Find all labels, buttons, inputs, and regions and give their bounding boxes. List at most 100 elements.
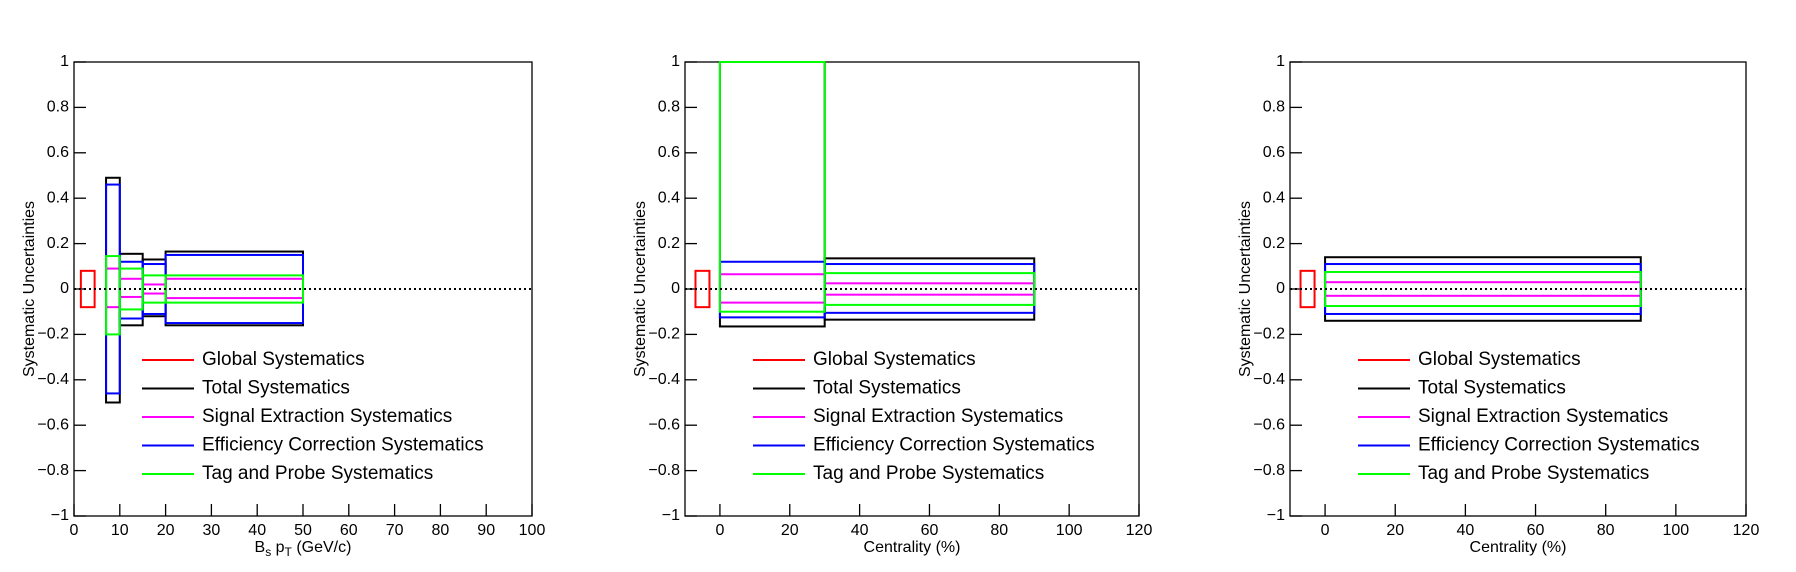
x-tick-label: 100 [1056,522,1083,539]
y-tick-label: 1 [671,53,680,70]
y-tick-label: 0.6 [47,144,69,161]
x-tick-label: 60 [1527,522,1545,539]
y-tick-label: 0.8 [47,99,69,116]
y-tick-label: 0.2 [47,235,69,252]
uncertainty-box [718,61,826,313]
y-tick-label: 0.8 [658,99,680,116]
y-tick-label: 0 [60,280,69,297]
y-tick-label: −0.4 [648,371,680,388]
y-tick-label: −0.6 [37,416,69,433]
legend-label: Tag and Probe Systematics [813,463,1044,484]
x-tick-label: 120 [1733,522,1760,539]
x-tick-label: 0 [1321,522,1330,539]
y-tick-label: −0.2 [37,326,69,343]
y-tick-label: −0.6 [648,416,680,433]
x-tick-label: 20 [157,522,175,539]
legend-label: Global Systematics [1418,349,1581,370]
y-tick-label: 0.4 [658,189,680,206]
x-axis-label-part: p [271,539,284,556]
y-tick-label: −0.2 [648,326,680,343]
legend-label: Efficiency Correction Systematics [1418,435,1700,456]
uncertainty-box [105,183,121,395]
legend-label: Global Systematics [813,349,976,370]
x-axis-label-part: T [285,545,293,559]
x-tick-label: 100 [519,522,546,539]
y-axis-label: Systematic Uncertainties [632,201,649,377]
legend-label: Total Systematics [813,378,961,399]
x-tick-label: 80 [990,522,1008,539]
legend-label: Tag and Probe Systematics [1418,463,1649,484]
legend-label: Efficiency Correction Systematics [202,435,484,456]
y-tick-label: −0.6 [1253,416,1285,433]
y-tick-label: 0 [1276,280,1285,297]
legend-label: Total Systematics [1418,378,1566,399]
y-axis-label: Systematic Uncertainties [21,201,38,377]
uncertainty-box [1324,256,1642,322]
uncertainty-box [141,258,167,318]
x-tick-label: 50 [294,522,312,539]
uncertainty-box [823,272,1036,306]
y-tick-label: 0.2 [658,235,680,252]
x-axis-label: Centrality (%) [864,539,961,556]
x-axis-label: Bs pT (GeV/c) [255,539,352,559]
y-tick-label: 0.4 [47,189,69,206]
x-tick-label: 40 [248,522,266,539]
uncertainty-box [118,277,144,298]
x-tick-label: 70 [386,522,404,539]
x-tick-label: 0 [70,522,79,539]
legend-label: Signal Extraction Systematics [202,406,452,427]
x-tick-label: 90 [477,522,495,539]
y-tick-label: −0.4 [1253,371,1285,388]
x-tick-label: 60 [921,522,939,539]
x-tick-label: 30 [203,522,221,539]
x-tick-label: 20 [781,522,799,539]
x-tick-label: 40 [851,522,869,539]
x-tick-label: 80 [432,522,450,539]
y-tick-label: −0.2 [1253,326,1285,343]
x-tick-label: 20 [1386,522,1404,539]
y-tick-label: −1 [51,507,69,524]
legend-label: Signal Extraction Systematics [1418,406,1668,427]
y-tick-label: 1 [60,53,69,70]
y-tick-label: 0.6 [1263,144,1285,161]
y-tick-label: −0.8 [648,462,680,479]
x-axis-label-part: s [265,545,271,559]
x-tick-label: 120 [1126,522,1153,539]
uncertainty-box [1324,281,1642,297]
x-tick-label: 80 [1597,522,1615,539]
y-tick-label: −0.8 [1253,462,1285,479]
x-tick-label: 60 [340,522,358,539]
x-axis-label-part: B [255,539,266,556]
x-axis-label-part: (GeV/c) [292,539,352,556]
legend-label: Global Systematics [202,349,365,370]
uncertainty-box [105,176,121,404]
y-tick-label: 1 [1276,53,1285,70]
y-tick-label: 0.6 [658,144,680,161]
uncertainty-box [1324,270,1642,308]
x-tick-label: 40 [1456,522,1474,539]
y-tick-label: 0.4 [1263,189,1285,206]
y-tick-label: −1 [1267,507,1285,524]
y-tick-label: −0.8 [37,462,69,479]
x-tick-label: 0 [715,522,724,539]
legend-label: Efficiency Correction Systematics [813,435,1095,456]
y-tick-label: −1 [662,507,680,524]
uncertainty-box [1299,269,1316,309]
legend-label: Total Systematics [202,378,350,399]
uncertainty-box [718,61,826,328]
x-axis-label: Centrality (%) [1470,539,1567,556]
x-axis-label-part: Centrality (%) [864,539,961,556]
y-tick-label: −0.4 [37,371,69,388]
y-tick-label: 0 [671,280,680,297]
x-tick-label: 100 [1662,522,1689,539]
legend-label: Tag and Probe Systematics [202,463,433,484]
y-tick-label: 0.8 [1263,99,1285,116]
x-tick-label: 10 [111,522,129,539]
uncertainty-box [694,269,711,309]
legend-label: Signal Extraction Systematics [813,406,1063,427]
y-axis-label: Systematic Uncertainties [1237,201,1254,377]
x-axis-label-part: Centrality (%) [1470,539,1567,556]
y-tick-label: 0.2 [1263,235,1285,252]
uncertainty-box [105,267,121,309]
